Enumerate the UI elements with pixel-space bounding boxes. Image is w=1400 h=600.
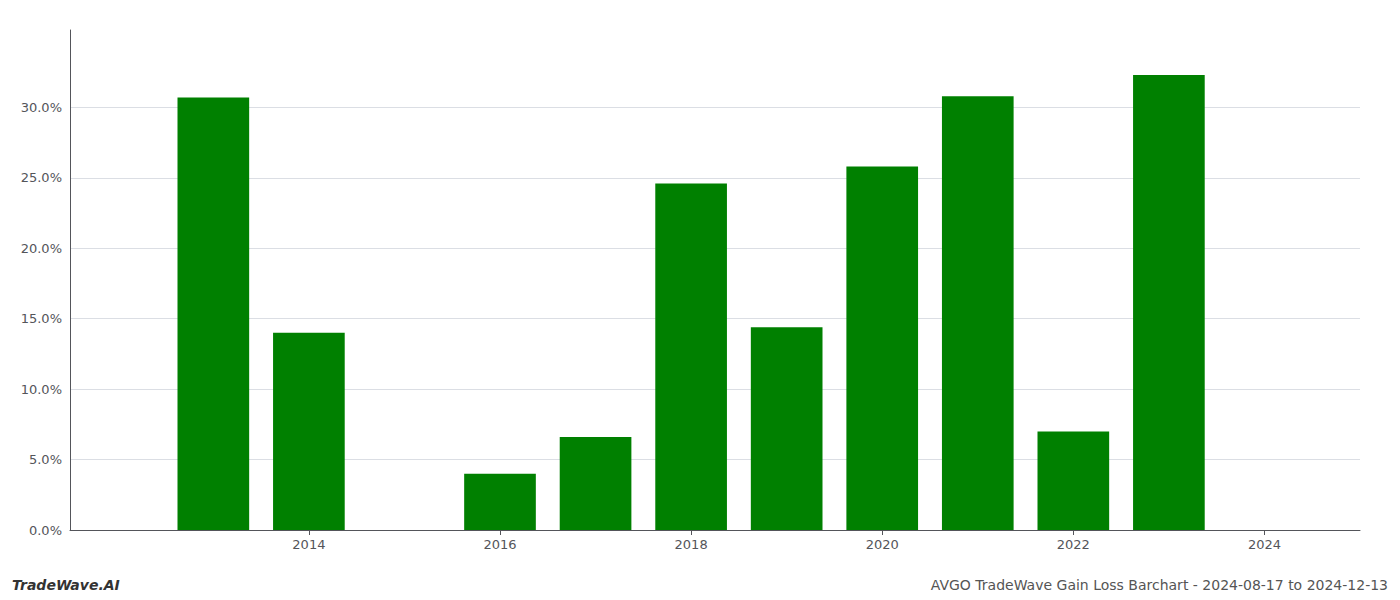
svg-text:2016: 2016 [483,537,516,552]
svg-text:0.0%: 0.0% [29,523,62,538]
svg-text:TradeWave.AI: TradeWave.AI [12,577,120,593]
svg-text:15.0%: 15.0% [21,311,62,326]
svg-text:2024: 2024 [1248,537,1281,552]
svg-text:2014: 2014 [292,537,325,552]
svg-text:10.0%: 10.0% [21,382,62,397]
svg-text:2018: 2018 [675,537,708,552]
svg-text:20.0%: 20.0% [21,241,62,256]
svg-text:5.0%: 5.0% [29,452,62,467]
svg-text:AVGO TradeWave Gain Loss Barch: AVGO TradeWave Gain Loss Barchart - 2024… [931,577,1388,593]
svg-text:2020: 2020 [866,537,899,552]
svg-text:25.0%: 25.0% [21,170,62,185]
svg-text:2022: 2022 [1057,537,1090,552]
svg-text:30.0%: 30.0% [21,100,62,115]
